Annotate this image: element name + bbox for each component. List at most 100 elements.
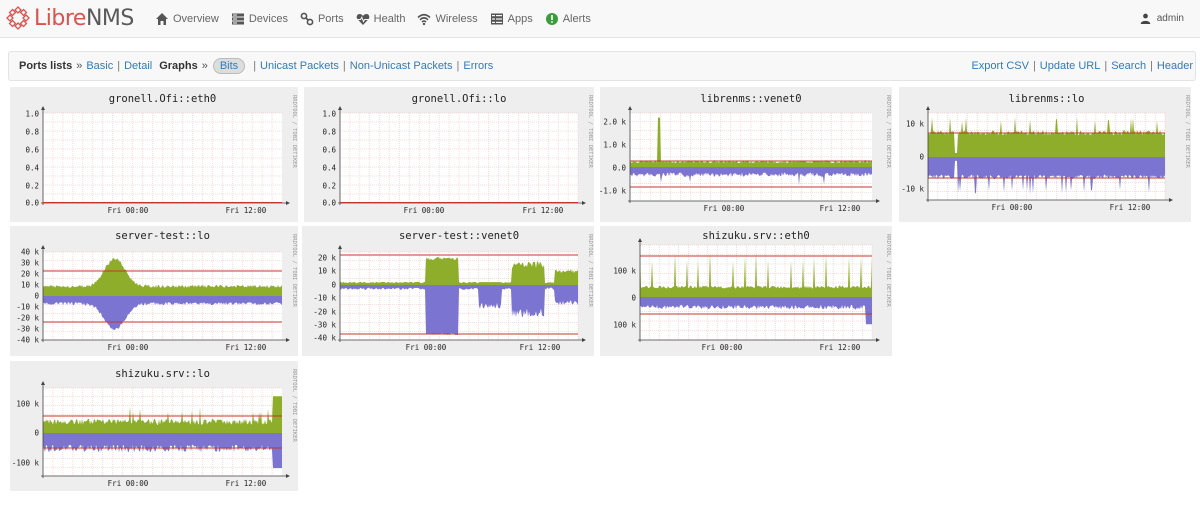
home-icon: [155, 12, 169, 26]
graph-title: server-test::venet0: [399, 230, 519, 242]
main-nav: Overview Devices Ports Health Wireless A: [155, 0, 603, 37]
wifi-icon: [417, 12, 431, 26]
librenms-logo-icon: [6, 6, 30, 30]
y-tick-label: -20 k: [16, 314, 39, 323]
breadcrumb-arrow: »: [201, 60, 208, 72]
nav-devices-label: Devices: [248, 12, 288, 25]
port-graph-tile[interactable]: librenms::lo 10 k 0 -10 k Fri 00:00 Fri 12:00…: [899, 87, 1191, 222]
basic-link[interactable]: Basic: [86, 60, 114, 72]
y-tick-label: -20 k: [313, 308, 336, 317]
user-menu[interactable]: admin: [1140, 0, 1184, 37]
y-tick-label: 0.2: [25, 182, 39, 191]
nav-wireless[interactable]: Wireless: [417, 0, 478, 37]
axes: [638, 238, 880, 342]
librenms-logo[interactable]: LibreNMS: [6, 5, 134, 31]
graph-title: shizuku.srv::lo: [115, 368, 210, 380]
inbound-traffic-area: [340, 257, 578, 285]
axes: [41, 106, 290, 205]
alert-icon: [545, 12, 559, 26]
non-unicast-packets-link[interactable]: Non-Unicast Packets: [349, 60, 453, 72]
rrdtool-watermark: RRDTOOL / TOBI OETIKER: [291, 369, 297, 443]
x-tick-label: Fri 12:00: [820, 204, 861, 213]
y-tick-label: 1.0: [25, 110, 39, 119]
y-tick-label: 10 k: [906, 120, 925, 129]
y-tick-label: 0.8: [25, 128, 39, 137]
x-tick-label: Fri 00:00: [702, 343, 743, 352]
y-tick-label: 0.4: [25, 164, 39, 173]
user-icon: [1140, 13, 1151, 24]
x-tick-label: Fri 00:00: [704, 204, 745, 213]
header-link[interactable]: Header: [1156, 60, 1193, 72]
y-tick-label: 0.6: [25, 146, 39, 155]
y-tick-label: 100 k: [613, 321, 636, 330]
y-tick-label: 30 k: [21, 259, 40, 268]
inbound-traffic-area: [928, 117, 1165, 157]
bits-button-active[interactable]: Bits: [212, 58, 246, 74]
x-tick-label: Fri 12:00: [226, 343, 267, 352]
port-graph-tile[interactable]: gronell.Ofi::lo 1.0 0.8 0.6 0.4 0.2 0.0 Fri 00:…: [304, 87, 594, 222]
nav-health[interactable]: Health: [356, 0, 406, 37]
nav-health-label: Health: [373, 12, 406, 25]
errors-link[interactable]: Errors: [463, 60, 494, 72]
y-tick-label: -40 k: [16, 336, 39, 345]
outbound-traffic-area: [340, 285, 578, 336]
y-tick-label: 100 k: [613, 267, 636, 276]
rrdtool-watermark: RRDTOOL / TOBI OETIKER: [885, 234, 891, 308]
axes: [41, 381, 290, 478]
export-csv-link[interactable]: Export CSV: [971, 60, 1029, 72]
nav-overview-label: Overview: [173, 12, 219, 25]
detail-link[interactable]: Detail: [124, 60, 153, 72]
y-tick-label: -30 k: [313, 321, 336, 330]
y-tick-label: 20 k: [318, 254, 337, 263]
y-tick-label: 0.0: [25, 199, 39, 208]
graph-title: gronell.Ofi::lo: [412, 93, 507, 105]
graph-title: gronell.Ofi::eth0: [109, 93, 216, 105]
unicast-packets-link[interactable]: Unicast Packets: [260, 60, 339, 72]
y-tick-label: 0.6: [322, 146, 336, 155]
port-graph-tile[interactable]: shizuku.srv::eth0 100 k 0 100 k Fri 00:00 Fri…: [600, 226, 892, 356]
port-graph-tile[interactable]: server-test::venet0 20 k 10 k 0 -10 k -20 k -3…: [302, 226, 594, 356]
nav-apps[interactable]: Apps: [490, 0, 533, 37]
x-tick-label: Fri 12:00: [226, 479, 267, 488]
y-tick-label: 0.2: [322, 182, 336, 191]
inbound-traffic-area: [630, 117, 872, 167]
rrdtool-watermark: RRDTOOL / TOBI OETIKER: [587, 234, 593, 308]
separator: |: [253, 60, 257, 72]
x-tick-label: Fri 00:00: [108, 479, 149, 488]
user-name: admin: [1156, 13, 1184, 24]
axes: [628, 106, 880, 203]
breadcrumb-arrow: »: [76, 60, 83, 72]
inbound-traffic-area: [640, 252, 872, 297]
y-tick-label: -10 k: [901, 185, 924, 194]
inbound-traffic-area: [43, 257, 282, 296]
nav-ports[interactable]: Ports: [300, 0, 344, 37]
y-tick-label: 40 k: [21, 248, 40, 257]
nav-alerts[interactable]: Alerts: [545, 0, 591, 37]
ports-lists-label: Ports lists: [19, 60, 73, 72]
outbound-traffic-area: [43, 296, 282, 331]
port-graph-tile[interactable]: server-test::lo 40 k 30 k 20 k 10 k 0 -10 k -20…: [10, 226, 298, 356]
axes: [338, 106, 586, 205]
x-tick-label: Fri 00:00: [108, 206, 149, 215]
grid-lines: [339, 112, 579, 204]
update-url-link[interactable]: Update URL: [1039, 60, 1101, 72]
port-graph-tile[interactable]: librenms::venet0 2.0 k 1.0 k 0.0 -1.0 k Fri 0…: [600, 87, 892, 222]
separator: |: [342, 60, 346, 72]
separator: |: [1032, 60, 1036, 72]
y-tick-label: -1.0 k: [600, 187, 626, 196]
y-tick-label: 0: [34, 292, 39, 301]
y-tick-label: 2.0 k: [603, 118, 626, 127]
port-graph-tile[interactable]: shizuku.srv::lo 100 k 0 -100 k Fri 00:00 Fri …: [10, 361, 298, 491]
nav-alerts-label: Alerts: [562, 12, 591, 25]
server-icon: [231, 12, 245, 26]
nav-overview[interactable]: Overview: [155, 0, 219, 37]
search-link[interactable]: Search: [1111, 60, 1147, 72]
nav-devices[interactable]: Devices: [231, 0, 288, 37]
y-tick-label: 0.0: [322, 199, 336, 208]
y-tick-label: 10 k: [21, 281, 40, 290]
